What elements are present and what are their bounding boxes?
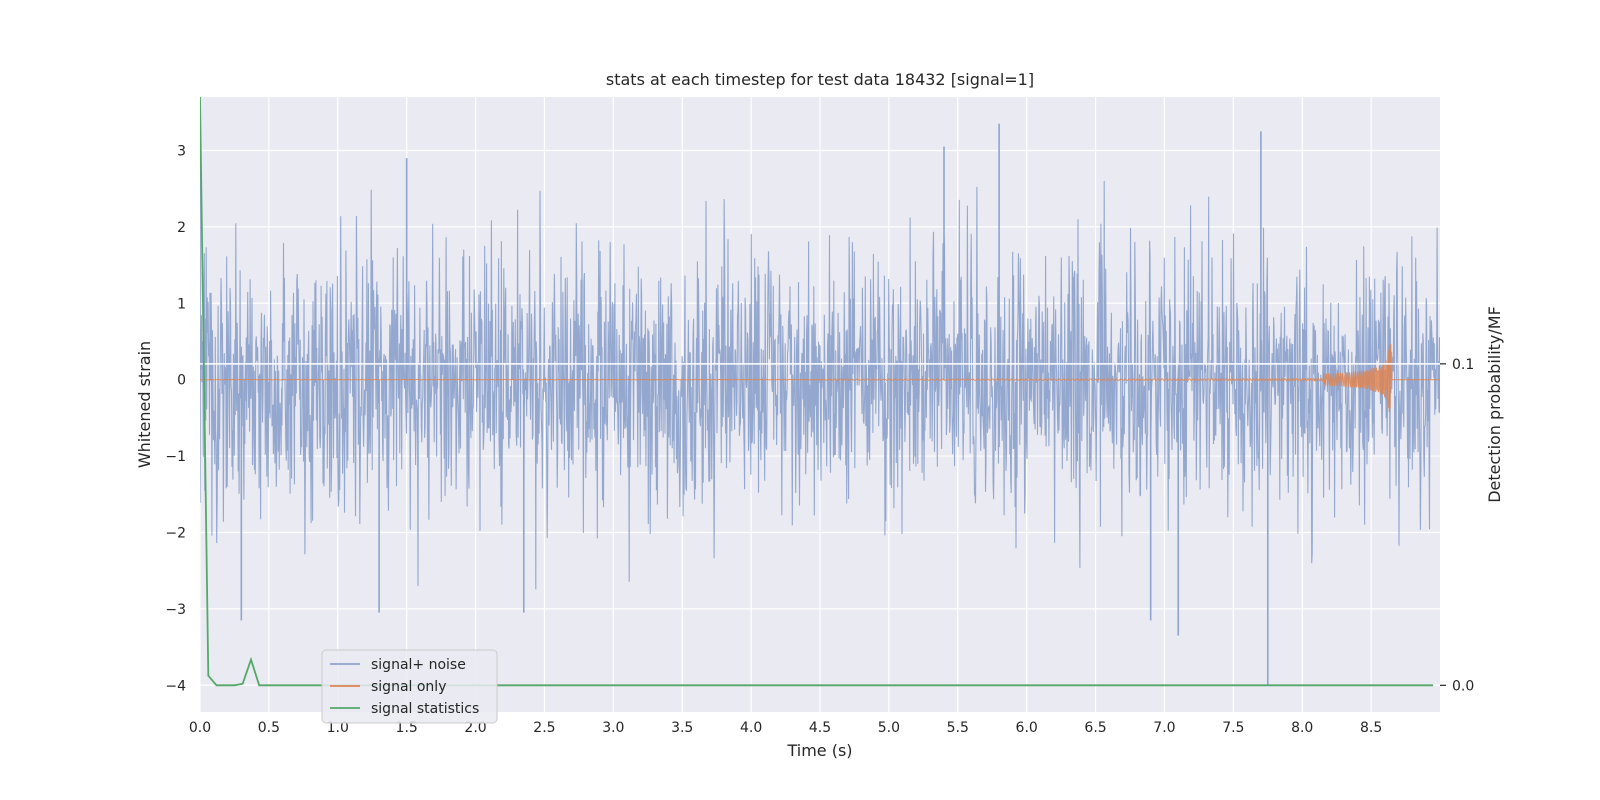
y-right-tick-label-0: 0.1 <box>1452 357 1474 373</box>
x-tick-label-6: 3.0 <box>602 720 624 736</box>
y-tick-label-3: 0 <box>177 373 186 389</box>
x-tick-label-17: 8.5 <box>1360 720 1382 736</box>
x-tick-label-4: 2.0 <box>464 720 486 736</box>
y-tick-label-7: −4 <box>165 678 186 694</box>
y-tick-label-1: 2 <box>177 220 186 236</box>
x-tick-label-15: 7.5 <box>1222 720 1244 736</box>
y-axis-right-ticks: 0.1 0.0 <box>1440 357 1474 694</box>
x-tick-label-11: 5.5 <box>947 720 969 736</box>
x-tick-label-0: 0.0 <box>189 720 211 736</box>
y-right-tick-label-1: 0.0 <box>1452 678 1474 694</box>
series-signal-only <box>200 343 1440 413</box>
y-tick-label-5: −2 <box>165 525 186 541</box>
y-axis-ticks: 3 2 1 0 −1 −2 −3 −4 <box>165 143 186 694</box>
y-tick-label-4: −1 <box>165 449 186 465</box>
x-tick-label-16: 8.0 <box>1291 720 1313 736</box>
legend-label-signal-statistics: signal statistics <box>371 701 479 717</box>
x-tick-label-10: 5.0 <box>878 720 900 736</box>
y-tick-label-6: −3 <box>165 602 186 618</box>
signal-line <box>200 343 1440 413</box>
x-tick-label-7: 3.5 <box>671 720 693 736</box>
chart-title: stats at each timestep for test data 184… <box>606 70 1034 89</box>
y-axis-label: Whitened strain <box>135 341 154 468</box>
x-tick-label-12: 6.0 <box>1016 720 1038 736</box>
x-tick-label-2: 1.0 <box>327 720 349 736</box>
legend-label-signal-noise: signal+ noise <box>371 657 466 673</box>
noise-line <box>200 180 1440 590</box>
x-tick-label-3: 1.5 <box>396 720 418 736</box>
x-tick-label-14: 7.0 <box>1153 720 1175 736</box>
x-tick-label-8: 4.0 <box>740 720 762 736</box>
legend-box <box>321 649 498 724</box>
x-tick-label-1: 0.5 <box>258 720 280 736</box>
y-tick-label-0: 3 <box>177 143 186 159</box>
series-signal-noise <box>200 123 1440 686</box>
legend: signal+ noise signal only signal statist… <box>321 649 498 724</box>
x-axis-label: Time (s) <box>786 741 852 760</box>
x-tick-label-5: 2.5 <box>533 720 555 736</box>
x-axis-ticks: 0.0 0.5 1.0 1.5 2.0 2.5 3.0 3.5 4.0 4.5 5.0 5.5 6.0 6… <box>189 720 1382 736</box>
x-tick-label-13: 6.5 <box>1084 720 1106 736</box>
legend-label-signal-only: signal only <box>371 679 446 695</box>
y-axis-right-label: Detection probability/MF <box>1485 306 1504 503</box>
y-tick-label-2: 1 <box>177 296 186 312</box>
x-tick-label-9: 4.5 <box>809 720 831 736</box>
